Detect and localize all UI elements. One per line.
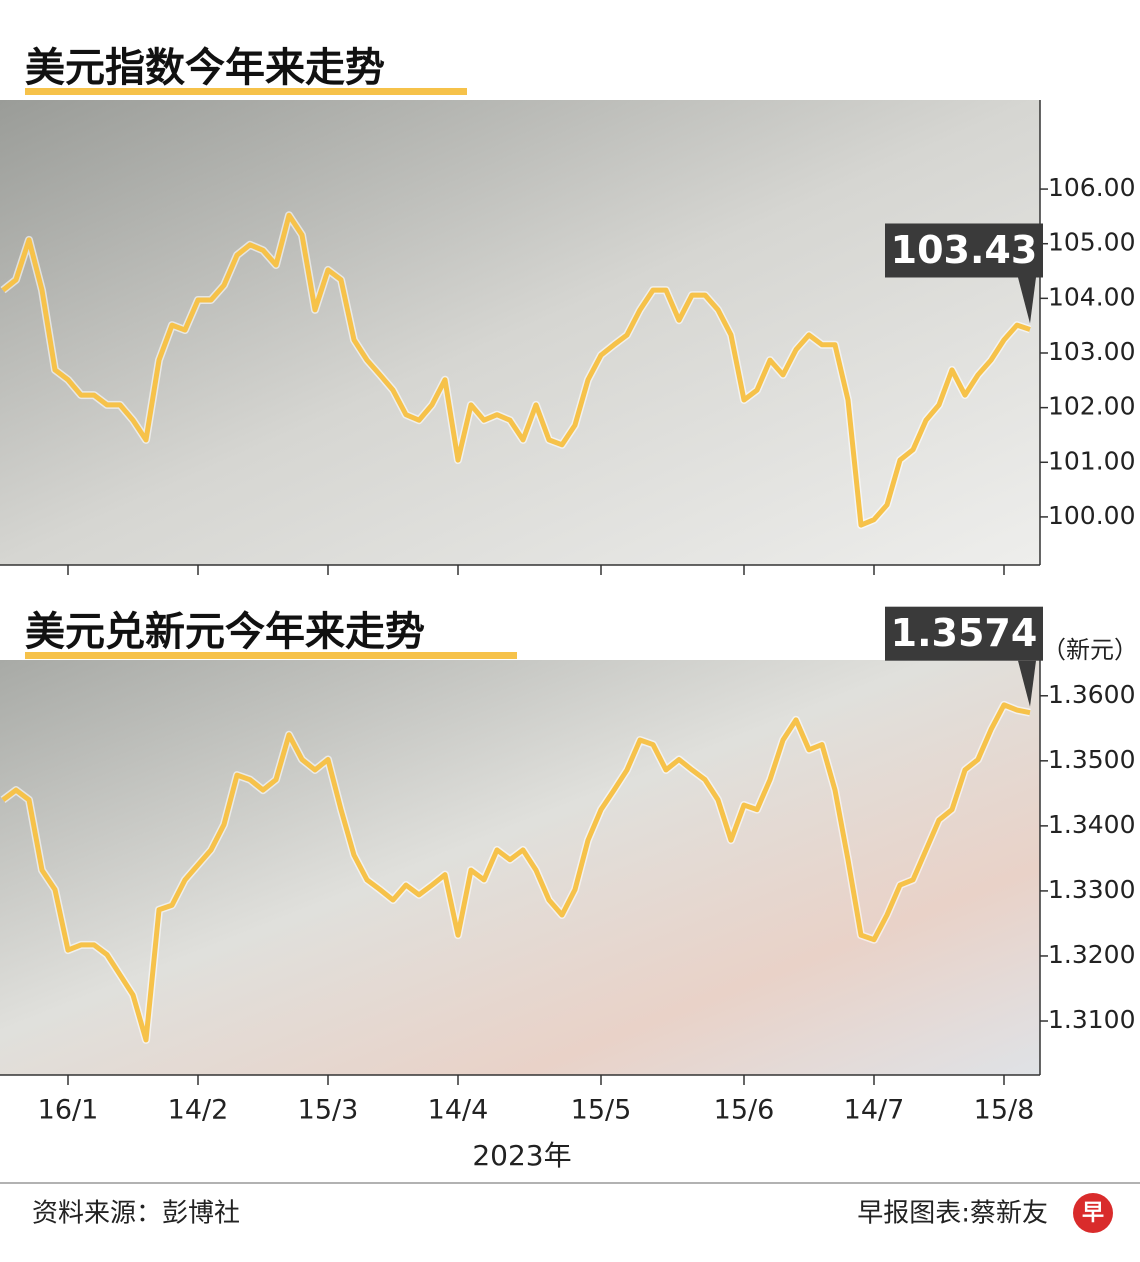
callout-box: [885, 606, 1043, 661]
x-tick-label: 14/4: [428, 1095, 489, 1126]
title-underline: [25, 88, 467, 95]
y-tick-label: 106.00: [1048, 173, 1135, 202]
x-axis-title: 2023年: [472, 1139, 571, 1172]
x-tick-label: 15/8: [974, 1095, 1035, 1126]
source: 资料来源：彭博社: [32, 1199, 240, 1229]
y-unit: （新元）: [1042, 636, 1138, 664]
y-tick-label: 1.3200: [1048, 940, 1135, 969]
photo-background: [0, 100, 1040, 565]
y-tick-label: 1.3100: [1048, 1005, 1135, 1034]
logo: [1073, 1193, 1113, 1233]
x-tick-label: 14/7: [844, 1095, 905, 1126]
callout-pointer: [1018, 277, 1036, 324]
y-tick-label: 1.3400: [1048, 810, 1135, 839]
y-tick-label: 1.3500: [1048, 745, 1135, 774]
x-tick-label: 15/3: [298, 1095, 359, 1126]
line: [1, 212, 1031, 528]
x-tick-label: 15/6: [714, 1095, 775, 1126]
y-tick-label: 1.3600: [1048, 680, 1135, 709]
chart-title: 美元兑新元今年来走势: [25, 609, 425, 655]
chart-title: 美元指数今年来走势: [25, 45, 385, 91]
y-tick-label: 105.00: [1048, 228, 1135, 257]
y-tick-label: 1.3300: [1048, 875, 1135, 904]
y-tick-label: 101.00: [1048, 446, 1135, 475]
y-tick-label: 102.00: [1048, 392, 1135, 421]
x-tick-label: 15/5: [571, 1095, 632, 1126]
callout-box: [885, 223, 1043, 278]
value-label: 1.3574: [891, 611, 1038, 655]
x-tick-label: 16/1: [38, 1095, 99, 1126]
value-label: 103.43: [891, 228, 1038, 272]
callout-pointer: [1018, 660, 1036, 707]
line: [1, 702, 1031, 1043]
y-tick-label: 103.00: [1048, 337, 1135, 366]
y-tick-label: 104.00: [1048, 282, 1135, 311]
x-tick-label: 14/2: [168, 1095, 229, 1126]
photo-background: [0, 660, 1040, 1075]
credit: 早报图表:蔡新友: [857, 1199, 1048, 1229]
y-tick-label: 100.00: [1048, 501, 1135, 530]
logo-text: 早: [1082, 1201, 1104, 1226]
title-underline: [25, 652, 517, 659]
